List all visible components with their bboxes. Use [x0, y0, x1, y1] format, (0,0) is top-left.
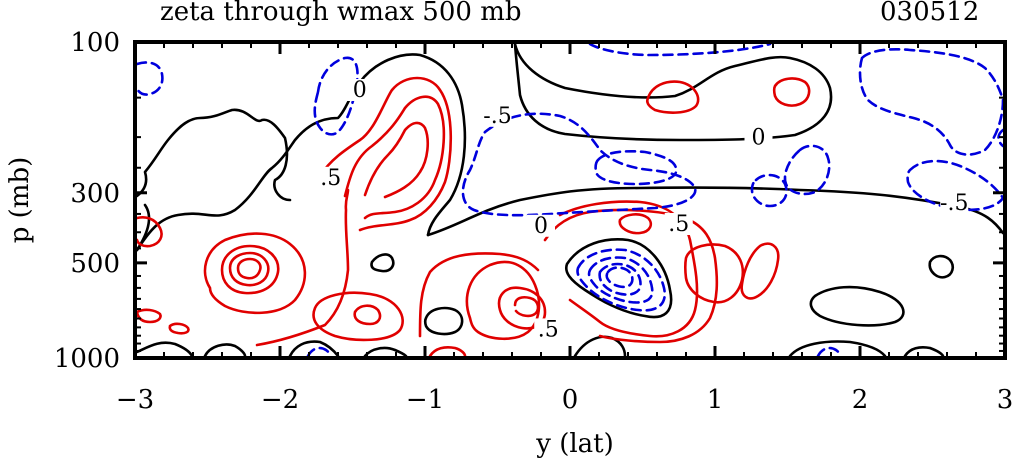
negative-contour	[598, 262, 642, 296]
x-axis-label: y (lat)	[535, 429, 614, 459]
positive-contour	[236, 257, 262, 280]
contour-label: .5	[538, 317, 559, 342]
positive-contour	[558, 200, 699, 338]
positive-contour	[645, 80, 700, 114]
zero-contour	[363, 346, 408, 358]
positive-contour	[363, 121, 430, 199]
negative-contour	[594, 149, 678, 186]
x-tick-label: 1	[707, 385, 724, 415]
positive-contour	[228, 251, 270, 287]
zero-contour	[203, 343, 247, 358]
zero-contour	[135, 53, 467, 252]
positive-contour	[343, 95, 446, 220]
zero-contour	[903, 345, 945, 358]
negative-contour	[306, 346, 332, 358]
contour-labels: −3 −2 −1 0 1 2 3 100 300 500 1000 0 .5 -.5 0 0 .5 .5 -.5	[54, 28, 1013, 415]
contour-label: 0	[353, 78, 367, 103]
contour-label: .5	[668, 212, 689, 237]
x-tick-label: −1	[406, 385, 444, 415]
negative-contour	[461, 112, 697, 217]
positive-contour	[683, 243, 745, 304]
negative-contour	[587, 256, 654, 304]
zero-contour	[513, 42, 833, 142]
positive-contour	[135, 216, 163, 248]
positive-contour	[312, 291, 404, 342]
zero-contour	[135, 108, 292, 202]
zero-contour	[788, 340, 887, 358]
x-tick-label: −3	[116, 385, 154, 415]
contour-label-mask	[534, 318, 563, 341]
date-label: 030512	[880, 0, 979, 27]
negative-contour	[605, 266, 634, 289]
negative-contour	[588, 42, 772, 57]
positive-contour	[513, 295, 540, 318]
negative-contour	[135, 61, 164, 96]
positive-contour	[220, 244, 280, 295]
x-tick-label: −2	[261, 385, 299, 415]
positive-contour	[353, 304, 382, 326]
positive-contour	[740, 242, 780, 300]
positive-contour	[135, 308, 162, 324]
contour-label-mask	[316, 166, 345, 189]
positive-contour	[318, 76, 453, 232]
contour-label: 0	[534, 214, 548, 239]
chart-title: zeta through wmax 500 mb	[160, 0, 522, 27]
zero-contour	[564, 238, 673, 319]
negative-contour	[816, 346, 842, 358]
y-tick-label: 1000	[54, 344, 120, 374]
contour-label-mask	[345, 78, 374, 101]
negative-contour	[783, 144, 831, 196]
y-axis-label: p (mb)	[5, 157, 35, 244]
positive-contour	[255, 188, 350, 347]
zero-contour	[809, 285, 905, 327]
contour-label-mask	[940, 191, 969, 214]
contour-label: .5	[320, 166, 341, 191]
x-tick-label: 3	[997, 385, 1014, 415]
zero-contour	[135, 341, 194, 358]
positive-contour	[168, 322, 190, 335]
zero-contour	[423, 306, 464, 336]
contour-label-mask	[483, 104, 512, 127]
x-tick-label: 0	[562, 385, 579, 415]
positive-contour	[203, 232, 307, 315]
zero-contour	[288, 340, 340, 358]
negative-contour	[858, 47, 1005, 156]
zero-contour	[370, 253, 395, 273]
y-tick-label: 100	[70, 28, 120, 58]
contour-label-mask	[744, 126, 773, 149]
contour-lines	[135, 42, 1005, 358]
y-tick-label: 300	[70, 179, 120, 209]
y-tick-label: 500	[70, 249, 120, 279]
negative-contour	[313, 56, 359, 136]
negative-contour	[997, 128, 1005, 148]
contour-label: -.5	[483, 104, 511, 129]
positive-contour	[497, 286, 547, 330]
negative-contour	[576, 248, 667, 312]
zero-contour	[928, 254, 955, 279]
positive-contour	[618, 213, 653, 235]
x-tick-label: 2	[852, 385, 869, 415]
axis-ticks	[133, 40, 1007, 360]
contour-label-mask	[664, 213, 693, 236]
negative-contour	[906, 159, 1005, 212]
contour-label: -.5	[940, 191, 968, 216]
negative-contour	[750, 173, 788, 208]
positive-contour	[428, 345, 467, 358]
contour-label-mask	[527, 214, 555, 237]
contour-label: 0	[752, 126, 766, 151]
positive-contour	[418, 252, 540, 338]
positive-contour	[772, 77, 811, 107]
